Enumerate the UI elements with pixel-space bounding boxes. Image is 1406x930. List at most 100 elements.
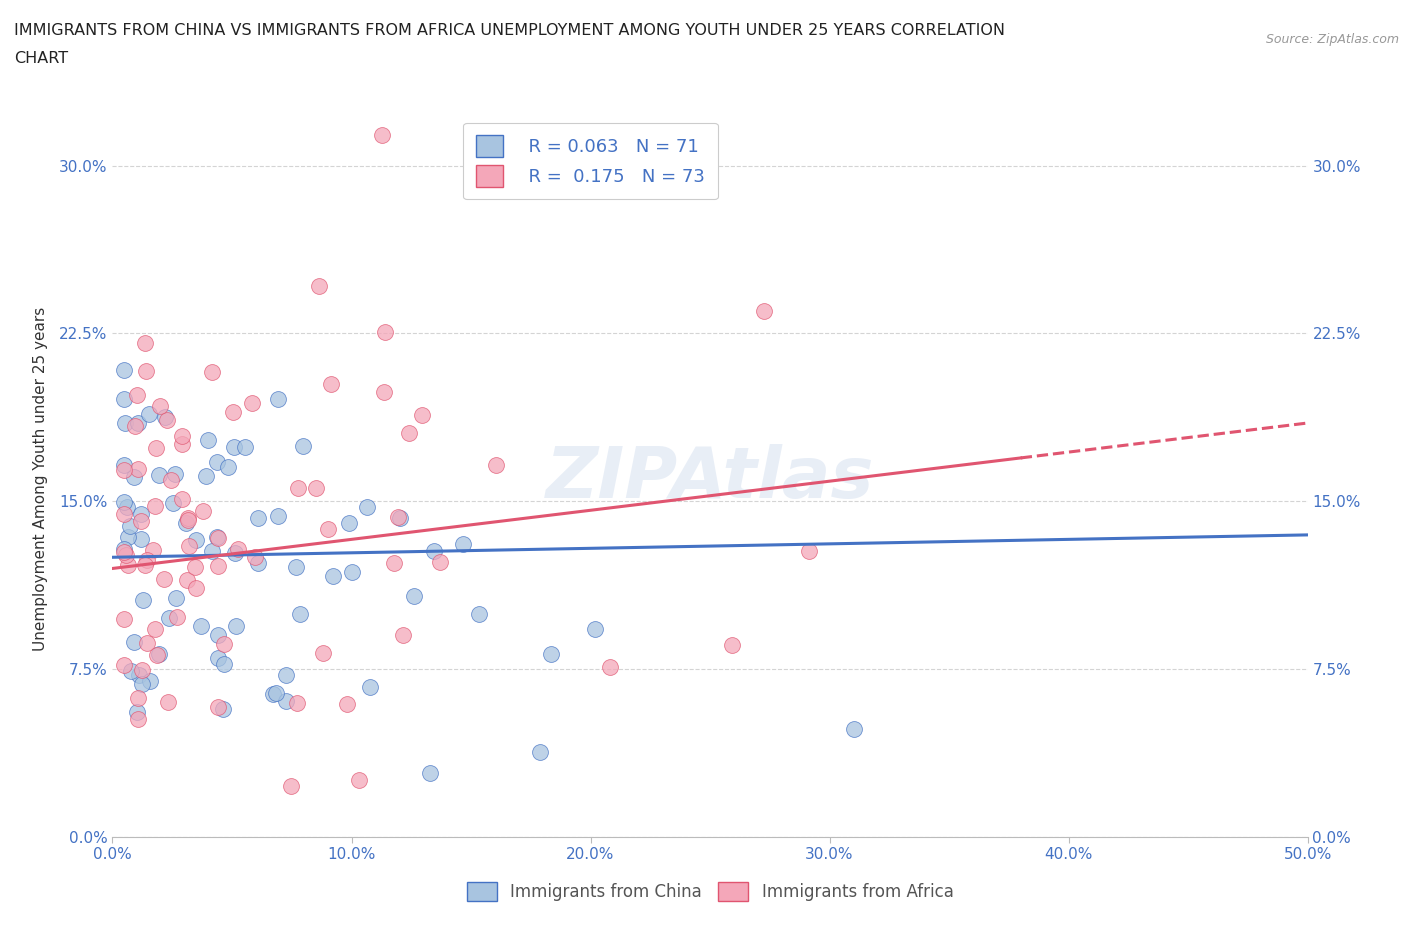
Point xyxy=(184,581,207,596)
Text: Source: ZipAtlas.com: Source: ZipAtlas.com xyxy=(1265,33,1399,46)
Point xyxy=(201,544,224,559)
Point xyxy=(135,364,157,379)
Point xyxy=(347,772,370,787)
Point xyxy=(197,432,219,447)
Point xyxy=(114,495,135,510)
Point xyxy=(233,440,256,455)
Point xyxy=(274,694,297,709)
Point xyxy=(148,468,170,483)
Point xyxy=(115,548,138,563)
Point xyxy=(359,680,381,695)
Text: IMMIGRANTS FROM CHINA VS IMMIGRANTS FROM AFRICA UNEMPLOYMENT AMONG YOUTH UNDER 2: IMMIGRANTS FROM CHINA VS IMMIGRANTS FROM… xyxy=(14,23,1005,38)
Point xyxy=(114,507,136,522)
Point xyxy=(540,646,562,661)
Point xyxy=(226,542,249,557)
Point xyxy=(166,609,188,624)
Point xyxy=(305,480,328,495)
Point xyxy=(129,513,152,528)
Point xyxy=(146,647,169,662)
Point xyxy=(138,406,160,421)
Point xyxy=(201,365,224,379)
Point xyxy=(170,491,193,506)
Point xyxy=(485,458,508,472)
Point xyxy=(160,472,183,487)
Point xyxy=(322,568,344,583)
Point xyxy=(207,628,229,643)
Point xyxy=(129,507,152,522)
Point xyxy=(117,529,139,544)
Point xyxy=(797,543,820,558)
Point xyxy=(127,691,149,706)
Point xyxy=(114,363,135,378)
Point xyxy=(183,559,205,574)
Point xyxy=(117,558,139,573)
Point xyxy=(267,392,290,407)
Point xyxy=(222,440,245,455)
Point xyxy=(319,377,342,392)
Point xyxy=(529,745,551,760)
Point xyxy=(240,395,263,410)
Point xyxy=(142,542,165,557)
Point xyxy=(274,667,297,682)
Point xyxy=(162,496,184,511)
Point xyxy=(157,610,180,625)
Point xyxy=(284,560,307,575)
Point xyxy=(165,591,187,605)
Point xyxy=(194,469,217,484)
Point xyxy=(423,544,446,559)
Point xyxy=(139,673,162,688)
Point xyxy=(429,555,451,570)
Point xyxy=(217,459,239,474)
Point xyxy=(318,521,340,536)
Point xyxy=(114,658,135,672)
Point xyxy=(207,699,229,714)
Point xyxy=(136,552,159,567)
Point xyxy=(114,392,135,406)
Point xyxy=(214,657,236,671)
Point xyxy=(149,398,172,413)
Point xyxy=(143,621,166,636)
Y-axis label: Unemployment Among Youth under 25 years: Unemployment Among Youth under 25 years xyxy=(32,307,48,651)
Point xyxy=(222,405,245,419)
Point xyxy=(122,470,145,485)
Point xyxy=(125,388,148,403)
Point xyxy=(599,659,621,674)
Point xyxy=(114,542,135,557)
Point xyxy=(225,618,247,633)
Point xyxy=(205,455,228,470)
Point xyxy=(176,516,198,531)
Point xyxy=(342,565,364,579)
Point xyxy=(136,635,159,650)
Point xyxy=(207,559,229,574)
Point xyxy=(468,606,491,621)
Point xyxy=(451,537,474,551)
Point xyxy=(172,436,194,451)
Point xyxy=(163,466,186,481)
Point xyxy=(143,498,166,513)
Point xyxy=(153,572,176,587)
Point xyxy=(207,650,229,665)
Point xyxy=(371,127,394,142)
Point xyxy=(120,664,142,679)
Point xyxy=(419,765,441,780)
Point xyxy=(191,503,214,518)
Point xyxy=(177,510,200,525)
Point xyxy=(246,511,269,525)
Point xyxy=(387,509,409,524)
Point xyxy=(114,462,135,477)
Point xyxy=(288,606,311,621)
Text: CHART: CHART xyxy=(14,51,67,66)
Point xyxy=(114,544,135,559)
Point xyxy=(267,509,290,524)
Point xyxy=(245,549,267,564)
Text: ZIPAtlas: ZIPAtlas xyxy=(546,445,875,513)
Point xyxy=(287,480,309,495)
Point xyxy=(308,278,330,293)
Point xyxy=(145,441,167,456)
Point xyxy=(285,696,308,711)
Point xyxy=(402,589,425,604)
Point xyxy=(224,545,246,560)
Point xyxy=(186,533,208,548)
Point xyxy=(128,667,150,682)
Point xyxy=(264,685,287,700)
